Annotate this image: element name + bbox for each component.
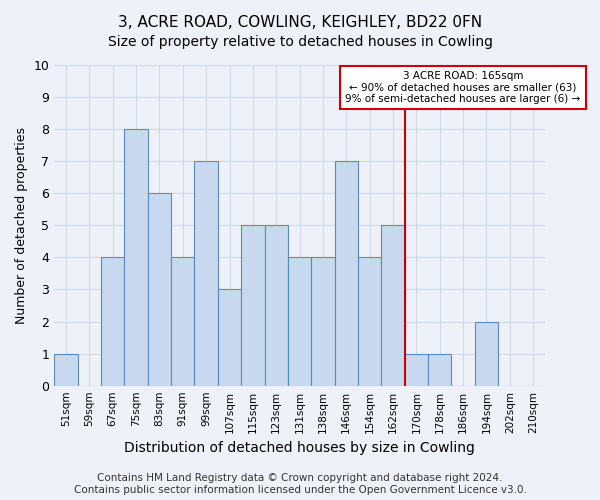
Bar bbox=[405, 354, 428, 386]
Text: 3 ACRE ROAD: 165sqm
← 90% of detached houses are smaller (63)
9% of semi-detache: 3 ACRE ROAD: 165sqm ← 90% of detached ho… bbox=[346, 71, 581, 104]
Text: Size of property relative to detached houses in Cowling: Size of property relative to detached ho… bbox=[107, 35, 493, 49]
Bar bbox=[428, 354, 451, 386]
Bar bbox=[335, 161, 358, 386]
Bar bbox=[382, 226, 405, 386]
Bar bbox=[171, 258, 194, 386]
Bar bbox=[124, 129, 148, 386]
X-axis label: Distribution of detached houses by size in Cowling: Distribution of detached houses by size … bbox=[124, 441, 475, 455]
Bar bbox=[101, 258, 124, 386]
Bar bbox=[241, 226, 265, 386]
Y-axis label: Number of detached properties: Number of detached properties bbox=[15, 127, 28, 324]
Bar bbox=[358, 258, 382, 386]
Bar bbox=[194, 161, 218, 386]
Bar bbox=[265, 226, 288, 386]
Bar bbox=[288, 258, 311, 386]
Bar bbox=[54, 354, 77, 386]
Bar bbox=[218, 290, 241, 386]
Bar bbox=[475, 322, 498, 386]
Bar bbox=[148, 194, 171, 386]
Text: Contains HM Land Registry data © Crown copyright and database right 2024.
Contai: Contains HM Land Registry data © Crown c… bbox=[74, 474, 526, 495]
Bar bbox=[311, 258, 335, 386]
Text: 3, ACRE ROAD, COWLING, KEIGHLEY, BD22 0FN: 3, ACRE ROAD, COWLING, KEIGHLEY, BD22 0F… bbox=[118, 15, 482, 30]
